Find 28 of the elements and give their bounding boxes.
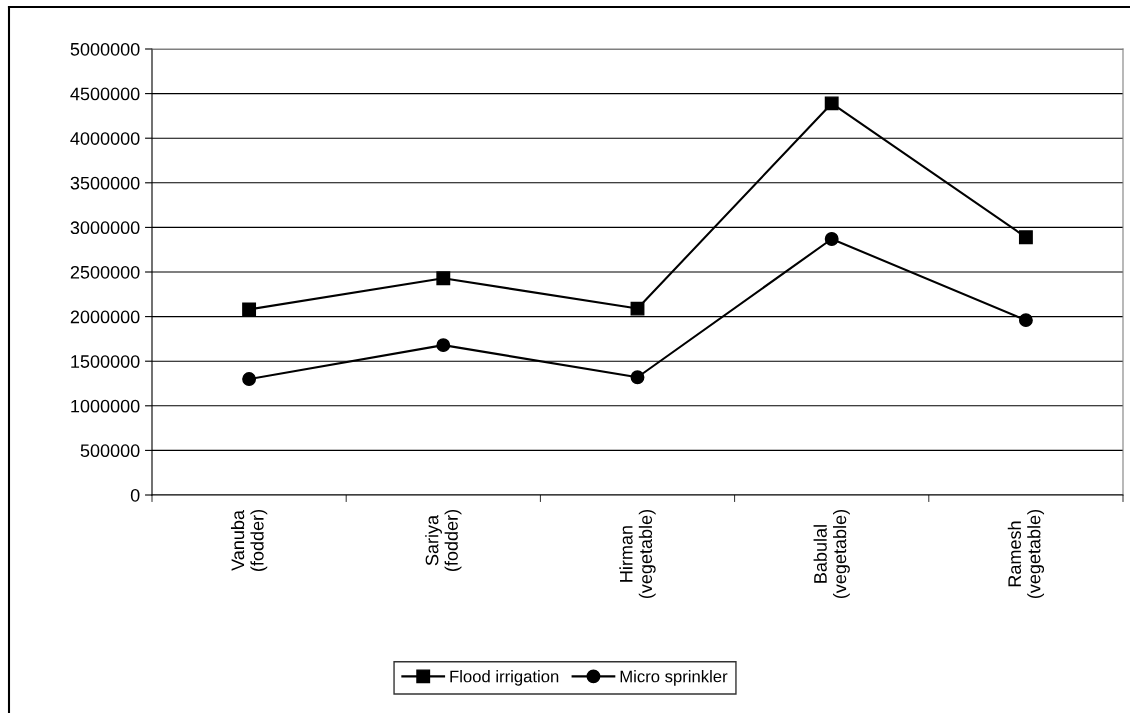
y-tick-label: 2500000 — [70, 265, 140, 279]
y-tick-label: 4500000 — [70, 87, 140, 101]
point — [630, 370, 645, 385]
point — [436, 338, 451, 353]
x-tick-label: Ramesh (vegetable) — [1007, 510, 1045, 599]
point — [1018, 313, 1033, 328]
y-tick-label: 4000000 — [70, 132, 140, 145]
x-tick-label: Hirman (vegetable) — [619, 510, 656, 599]
y-tick-label: 3500000 — [70, 176, 140, 190]
y-tick-label: 2000000 — [70, 310, 140, 324]
y-tick-label: 0 — [130, 488, 140, 502]
y-tick-label: 3000000 — [70, 221, 140, 235]
y-tick-label: 1000000 — [71, 399, 140, 413]
point — [242, 372, 257, 386]
point — [242, 302, 257, 317]
point — [1018, 230, 1033, 245]
legend-label: Micro sprinkler — [620, 670, 728, 686]
legend-label: Flood irrigation — [450, 670, 559, 686]
x-tick-label: Sariya (fodder) — [425, 510, 462, 571]
point — [824, 232, 839, 246]
x-tick-label: Vanuba (fodder) — [230, 510, 268, 571]
point — [824, 96, 839, 111]
point — [436, 271, 451, 286]
x-tick-label: Babulal (vegetable) — [813, 510, 850, 599]
y-tick-label: 1500000 — [71, 355, 140, 368]
y-tick-label: 5000000 — [70, 42, 140, 56]
y-tick-label: 500000 — [80, 444, 140, 458]
point — [630, 301, 645, 316]
